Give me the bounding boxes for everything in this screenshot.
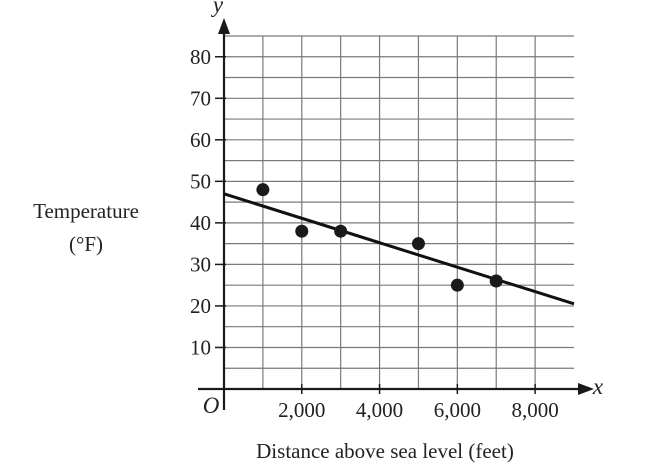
tick-labels: 2,000 4,000 6,000 8,000 10 20 30 40 50 60 70 80 [190,45,559,422]
y-tick-label: 70 [190,86,211,110]
data-points [256,183,503,292]
x-tick-label: 6,000 [434,398,481,422]
trend-line [223,192,575,306]
y-axis-label-line-2: (°F) [69,232,103,256]
data-point [256,183,270,197]
data-point [450,278,464,292]
data-point [334,224,348,238]
y-tick-label: 10 [190,335,211,359]
x-tick-label: 2,000 [278,398,325,422]
data-point [295,224,309,238]
x-axis-name: x [592,374,604,399]
y-tick-label: 80 [190,45,211,69]
y-tick-label: 20 [190,294,211,318]
data-point [411,237,425,251]
grid [224,35,574,389]
x-axis-arrow-icon [578,383,594,395]
x-tick-label: 8,000 [511,398,558,422]
y-axis-arrow-icon [218,18,230,34]
y-tick-label: 30 [190,252,211,276]
y-tick-label: 60 [190,128,211,152]
y-tick-label: 50 [190,169,211,193]
y-axis-name: y [211,0,224,17]
y-axis-label-line-1: Temperature [33,199,139,223]
trend-line-group [223,192,575,306]
axes [198,18,594,410]
origin-label: O [203,393,220,418]
data-point [489,274,503,288]
y-tick-label: 40 [190,211,211,235]
x-tick-label: 4,000 [356,398,403,422]
x-axis-label: Distance above sea level (feet) [256,439,514,463]
